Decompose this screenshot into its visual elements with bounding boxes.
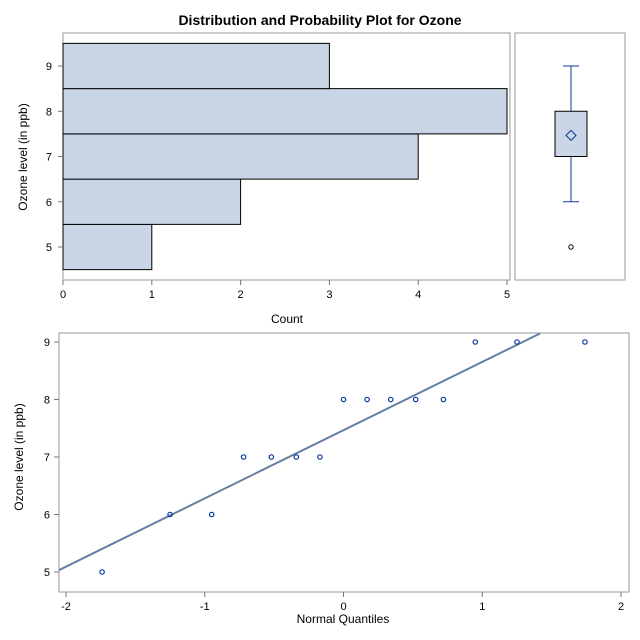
chart-title: Distribution and Probability Plot for Oz… [178, 12, 461, 28]
x-tick-label: 1 [149, 289, 155, 301]
histogram-x-label: Count [271, 312, 304, 326]
boxplot-frame [514, 32, 626, 281]
y-tick-label: 9 [44, 337, 50, 349]
y-tick-label: 5 [44, 567, 50, 579]
outlier-point [568, 244, 574, 250]
y-tick-label: 8 [46, 106, 52, 118]
qq-point [240, 454, 247, 460]
box [554, 110, 588, 157]
y-tick-label: 6 [46, 197, 52, 209]
x-tick-label: 2 [238, 289, 244, 301]
qq-point [268, 454, 275, 460]
histogram-bar [62, 88, 508, 135]
histogram-bar [62, 178, 242, 225]
qq-point [582, 339, 588, 345]
histogram-bar [62, 133, 419, 180]
qq-point [472, 339, 479, 345]
x-tick-label: 3 [326, 289, 332, 301]
qq-point [208, 511, 215, 518]
y-tick-label: 8 [44, 395, 50, 407]
qq-point [167, 511, 173, 518]
qq-point [99, 569, 105, 575]
x-tick-label: 1 [479, 601, 485, 613]
y-tick-label: 5 [46, 242, 52, 254]
qq-frame [58, 332, 630, 593]
qq-point [514, 339, 520, 345]
qq-point [387, 396, 394, 403]
x-tick-label: 4 [415, 289, 421, 301]
qq-point [340, 396, 347, 403]
mean-marker [565, 129, 577, 142]
qq-x-label: Normal Quantiles [297, 612, 390, 626]
y-tick-label: 9 [46, 61, 52, 73]
y-tick-label: 7 [44, 452, 50, 464]
qq-point [440, 396, 447, 403]
qq-point [364, 396, 370, 403]
x-tick-label: 5 [504, 289, 510, 301]
qq-point [317, 454, 323, 460]
histogram-bar [62, 42, 330, 90]
x-tick-label: 0 [60, 289, 66, 301]
x-tick-label: 2 [618, 601, 624, 613]
qq-point [293, 454, 300, 460]
x-tick-label: -1 [200, 601, 210, 613]
y-tick-label: 6 [44, 510, 50, 522]
qq-y-label: Ozone level (in ppb) [12, 403, 26, 510]
x-tick-label: 0 [340, 601, 346, 613]
x-tick-label: -2 [61, 601, 71, 613]
qq-point [412, 396, 419, 403]
y-tick-label: 7 [46, 152, 52, 164]
reference-line [58, 332, 541, 571]
histogram-y-label: Ozone level (in ppb) [16, 103, 30, 210]
histogram-bar [62, 223, 153, 271]
